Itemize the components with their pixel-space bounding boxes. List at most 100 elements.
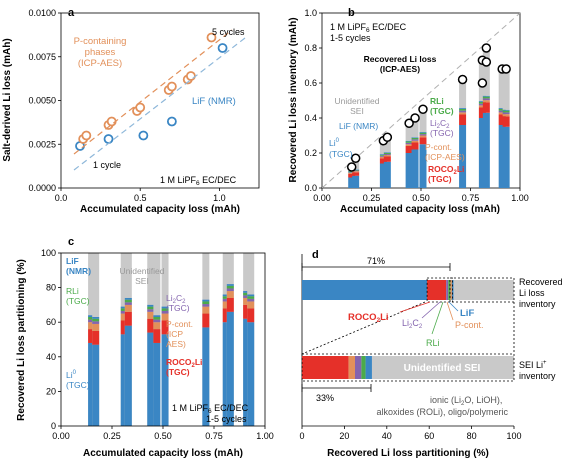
panel-a-pcont-label-3: (ICP-AES) — [78, 58, 122, 69]
panel-c-bar-rli — [161, 308, 169, 311]
panel-c-bar-li0 — [120, 334, 128, 426]
panel-a-5cycles: 5 cycles — [212, 27, 245, 37]
panel-c-lic-mid: C — [176, 293, 182, 303]
panel-d-sei-text: SEI Li — [519, 360, 543, 370]
panel-d-roco-pre: ROCO — [348, 312, 377, 323]
panel-b-bar-lic — [405, 142, 413, 145]
panel-b-unident-1: Unidentified — [335, 96, 380, 106]
panel-c-bar-li0 — [247, 322, 255, 426]
panel-c-bar-lif — [247, 294, 255, 297]
panel-b-roco-text: ROCO — [428, 164, 454, 174]
panel-c-bar-roco2li — [202, 313, 210, 328]
panel-b-bar-unidentified — [379, 140, 387, 155]
panel-b-bar-roco2li — [383, 156, 391, 162]
panel-d-roco-tail: Li — [380, 312, 388, 323]
panel-c-bar-roco2li — [92, 330, 100, 345]
panel-c-xtick-label: 1.00 — [256, 431, 274, 441]
panel-b-xtick-label: 0.25 — [363, 193, 381, 203]
panel-d-dotted-box — [449, 277, 515, 303]
panel-c-bar-pcont — [161, 313, 169, 321]
panel-c-bar-lic — [202, 304, 210, 307]
panel-b-bar-li0 — [482, 112, 490, 188]
panel-d-seg — [365, 356, 372, 379]
panel-d-xtick-label: 60 — [424, 431, 434, 441]
panel-b-bar-roco2li — [379, 158, 387, 164]
panel-c-bar-rli — [88, 317, 96, 320]
panel-b-roco-tail: Li — [457, 164, 465, 174]
panel-d-sei-1: SEI Li+ — [519, 360, 547, 370]
panel-c-unident-2: SEI — [135, 276, 149, 286]
panel-a-pcont-fit — [73, 29, 233, 155]
panel-b-recovered-1: Recovered Li loss — [364, 54, 437, 64]
panel-d-xtick-label: 100 — [506, 431, 521, 441]
panel-b-bar-lif — [459, 108, 467, 109]
panel-d-seg — [302, 356, 349, 379]
panel-b-bar-lif — [411, 137, 419, 138]
panel-c-bar-roco2li — [153, 329, 161, 343]
panel-c-bar-pcont — [147, 311, 155, 319]
panel-b-bar-li0 — [478, 118, 486, 188]
panel-d-pcont-leader — [446, 301, 454, 321]
panel-d-seg — [448, 280, 451, 300]
panel-a-point — [185, 71, 196, 81]
panel-c-li0-1: Li0 — [66, 370, 77, 380]
panel-b-bar-rli — [459, 108, 467, 111]
panel-d-note-1a: ionic (Li — [430, 395, 461, 405]
panel-a-ytick-label: 0.0050 — [28, 96, 56, 106]
panel-b-cycles: 1-5 cycles — [330, 33, 371, 43]
panel-b-bar-roco2li — [411, 142, 419, 150]
panel-c-ytick-label: 40 — [46, 352, 56, 362]
panel-b-lic-pre: Li — [430, 118, 437, 128]
panel-c-bar-lic — [226, 288, 234, 292]
panel-c-li0-2: (TGC) — [66, 380, 90, 390]
panel-b-bar-rli — [482, 96, 490, 99]
panel-c-bar-lif — [88, 315, 96, 318]
panel-c-bar-pcont — [247, 301, 255, 309]
panel-b-xtick-label: 0.75 — [462, 193, 480, 203]
panel-c-bar-pcont — [222, 301, 230, 309]
panel-b-bar-roco2li — [459, 114, 467, 125]
panel-d-roco2li-leader — [399, 301, 431, 313]
panel-a-xlabel: Accumulated capacity loss (mAh) — [80, 204, 240, 215]
panel-a-point — [103, 134, 114, 144]
panel-b-xlabel: Accumulated capacity loss (mAh) — [340, 204, 500, 215]
panel-a-ytick-label: 0.0075 — [28, 52, 56, 62]
panel-c-bar-rli — [92, 318, 100, 322]
panel-b-electrolyte-pre: 1 M LiPF — [330, 22, 367, 32]
panel-c-ytick-label: 20 — [46, 386, 56, 396]
panel-letter-d: d — [312, 249, 319, 261]
panel-d-lif: LiF — [460, 308, 474, 319]
panel-c-bar-li0 — [161, 334, 169, 426]
panel-b-rli-2: (TGC) — [430, 106, 454, 116]
panel-c-electrolyte-pre: 1 M LiPF — [172, 403, 209, 413]
panel-c-lic-1: Li2C2 — [166, 293, 186, 305]
panel-d-seg — [427, 280, 447, 300]
panel-d-identified-box — [426, 277, 453, 303]
panel-c-bar-lic — [153, 319, 161, 323]
panel-c-ytick-label: 0 — [51, 421, 56, 431]
panel-d-note-2: alkoxides (ROLi), oligo/polymeric — [376, 407, 508, 417]
panel-b-icp-point — [457, 74, 468, 85]
panel-b-ytick-label: 0.2 — [304, 148, 317, 158]
panel-b-ytick-label: 0.4 — [304, 113, 317, 123]
panel-d-note-1sub: 2 — [461, 401, 465, 407]
panel-d-lif-leader — [448, 301, 459, 312]
panel-b-bar-unidentified — [383, 137, 391, 153]
panel-c-bar-pcont — [243, 297, 251, 305]
panel-d-seg — [361, 356, 366, 379]
panel-c-xlabel: Accumulated capacity loss (mAh) — [83, 448, 243, 459]
panel-d-xtick-label: 80 — [467, 431, 477, 441]
panel-a-point — [166, 116, 177, 127]
panel-c-bar-lic — [243, 295, 251, 298]
panel-d-li2c2-pre: Li — [402, 318, 409, 328]
panel-c-bar-li0 — [88, 342, 96, 426]
panel-d-recovered-1: Recovered — [519, 277, 563, 287]
panel-b-bar-rli — [405, 141, 413, 143]
panel-b-bar-pcont — [379, 156, 387, 159]
panel-b-bar-rli — [348, 171, 356, 173]
panel-b-bar-roco2li — [498, 114, 506, 125]
panel-b-icp-point — [382, 132, 393, 142]
panel-d-rli-leader — [431, 301, 444, 335]
panel-b-li0-text: Li — [329, 138, 336, 148]
